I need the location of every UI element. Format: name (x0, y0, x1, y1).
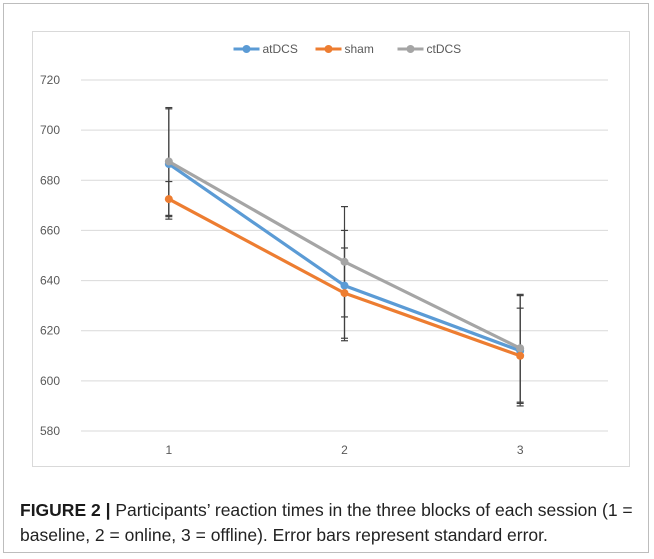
y-tick-label: 580 (40, 424, 60, 438)
y-tick-label: 720 (40, 73, 60, 87)
line-chart: 580 600 620 640 660 680 700 720 1 2 3 atDCS sham ctDC… (40, 42, 608, 457)
legend-label: sham (345, 42, 374, 56)
data-point-ctDCS (516, 344, 525, 353)
data-point-sham (340, 289, 349, 298)
data-point-sham (516, 351, 525, 360)
data-point-ctDCS (340, 257, 349, 266)
data-point-ctDCS (164, 157, 173, 166)
x-tick-label: 1 (165, 443, 172, 457)
data-point-atDCS (340, 281, 349, 290)
figure-caption: FIGURE 2 | Participants’ reaction times … (20, 498, 640, 548)
caption-text: Participants’ reaction times in the thre… (20, 500, 633, 545)
y-tick-label: 680 (40, 173, 60, 187)
y-tick-label: 640 (40, 274, 60, 288)
y-tick-label: 620 (40, 324, 60, 338)
legend-marker-atDCS (242, 45, 251, 53)
caption-label: FIGURE 2 | (20, 500, 111, 520)
y-tick-label: 660 (40, 223, 60, 237)
legend-marker-sham (324, 45, 333, 53)
x-tick-label: 3 (517, 443, 524, 457)
y-tick-label: 600 (40, 374, 60, 388)
legend-label: ctDCS (427, 42, 462, 56)
legend-marker-ctDCS (406, 45, 415, 53)
data-point-sham (164, 195, 173, 204)
legend-label: atDCS (263, 42, 298, 56)
y-tick-label: 700 (40, 123, 60, 137)
chart-area: 580 600 620 640 660 680 700 720 1 2 3 atDCS sham ctDC… (32, 31, 630, 467)
x-tick-label: 2 (341, 443, 348, 457)
